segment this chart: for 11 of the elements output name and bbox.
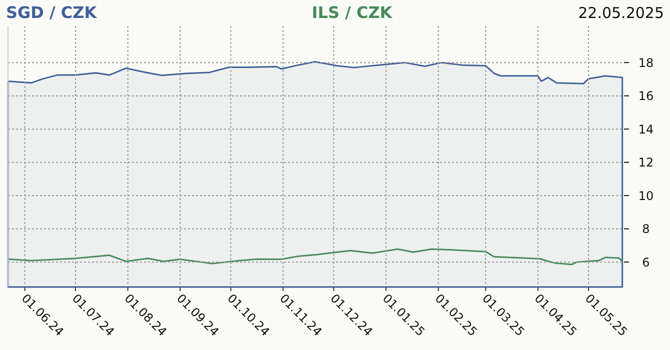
chart-title: 22.05.2025 bbox=[578, 4, 664, 22]
y-tick-label: 8 bbox=[642, 222, 650, 236]
y-tick-label: 16 bbox=[638, 89, 654, 104]
text: ILS / CZK bbox=[312, 3, 393, 22]
line-series bbox=[7, 248, 624, 266]
y-tick-label: 12 bbox=[638, 156, 654, 170]
y-tick-label: 18 bbox=[638, 56, 654, 70]
y-tick-label: 6 bbox=[642, 255, 650, 270]
y-tick-label: 14 bbox=[638, 122, 654, 136]
text: SGD / CZK bbox=[6, 3, 98, 22]
y-tick-label: 10 bbox=[638, 188, 654, 203]
